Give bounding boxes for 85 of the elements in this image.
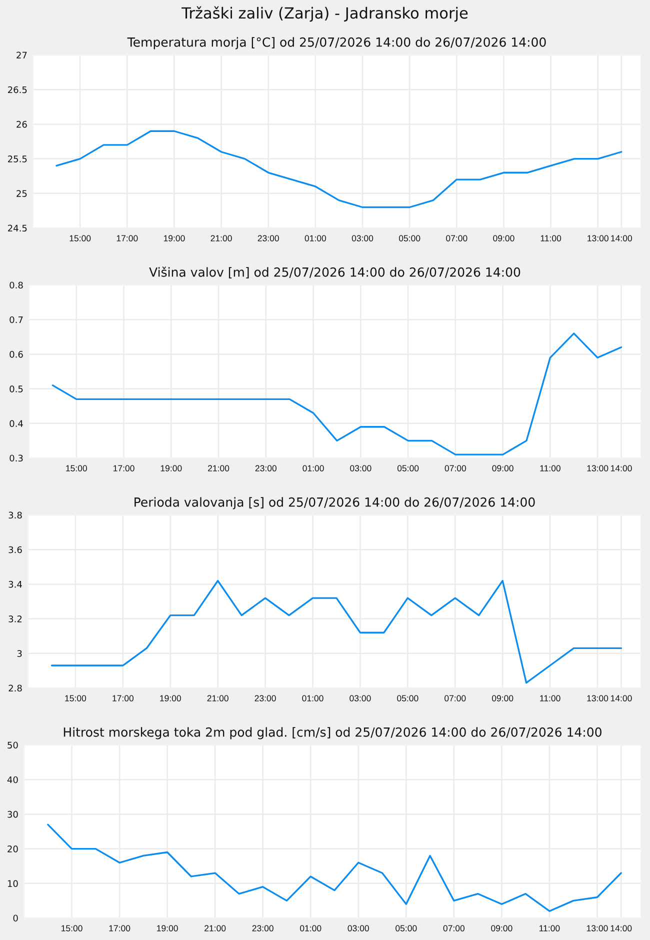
y-tick-label: 10: [8, 880, 18, 887]
x-tick-label: 11:00: [540, 695, 560, 702]
x-tick-label: 11:00: [539, 925, 560, 932]
x-tick-label: 13:00: [588, 235, 608, 242]
x-tick-label: 19:00: [160, 695, 181, 702]
y-tick-label: 3: [17, 650, 22, 657]
y-tick-label: 2.8: [8, 684, 22, 692]
x-tick-label: 07:00: [446, 235, 468, 242]
y-tick-label: 0: [13, 914, 18, 922]
y-tick-label: 3.4: [8, 580, 22, 588]
y-tick-label: 3.6: [8, 546, 22, 554]
x-tick-label: 09:00: [492, 465, 514, 472]
chart-title: Tržaški zaliv (Zarja) - Jadransko morje: [182, 6, 468, 22]
x-tick-label: 05:00: [396, 925, 417, 932]
y-tick-label: 20: [8, 846, 18, 852]
y-tick-label: 25.5: [8, 156, 27, 162]
x-tick-label: 07:00: [444, 695, 466, 702]
y-tick-label: 50: [8, 742, 18, 749]
chart-title: Hitrost morskega toka 2m pod glad. [cm/s] od 25/07/2026 14:00 do 26/07/2026 14:00: [64, 727, 602, 740]
y-tick-label: 27: [16, 52, 27, 58]
x-tick-label: 13:00: [587, 695, 608, 702]
x-tick-label: 23:00: [255, 465, 277, 472]
y-tick-label: 0.7: [10, 316, 23, 324]
x-tick-label: 17:00: [113, 465, 134, 472]
x-tick-label: 21:00: [207, 695, 228, 702]
y-tick-label: 0.8: [10, 282, 23, 289]
y-tick-label: 40: [7, 776, 18, 784]
x-tick-label: 11:00: [540, 235, 562, 242]
x-tick-label: 03:00: [350, 465, 372, 472]
chart-title: Višina valov [m] od 25/07/2026 14:00 do 26/07/2026 14:00: [149, 266, 520, 278]
y-tick-label: 0.4: [10, 420, 23, 427]
x-tick-label: 01:00: [300, 925, 322, 932]
x-tick-label: 14:00: [611, 235, 632, 242]
line-series: [56, 130, 622, 208]
x-tick-label: 21:00: [208, 465, 230, 472]
x-tick-label: 14:00: [610, 695, 632, 702]
y-tick-label: 3.2: [8, 616, 22, 622]
y-tick-label: 0.3: [10, 454, 23, 462]
x-tick-label: 21:00: [210, 235, 232, 242]
x-tick-label: 03:00: [352, 235, 374, 242]
x-tick-label: 19:00: [160, 465, 182, 472]
y-tick-label: 25: [16, 190, 27, 197]
x-tick-label: 01:00: [302, 695, 324, 702]
line-series: [52, 332, 622, 456]
y-tick-label: 30: [8, 810, 18, 818]
x-tick-label: 23:00: [258, 235, 279, 242]
x-tick-label: 03:00: [348, 925, 369, 932]
x-tick-label: 09:00: [491, 925, 512, 932]
x-tick-label: 09:00: [492, 695, 514, 702]
x-tick-label: 09:00: [493, 235, 514, 242]
y-tick-label: 0.5: [10, 386, 23, 392]
x-tick-label: 17:00: [116, 235, 138, 242]
x-tick-label: 23:00: [254, 695, 276, 702]
x-tick-label: 15:00: [70, 235, 91, 242]
x-tick-label: 14:00: [610, 925, 632, 932]
x-tick-label: 05:00: [398, 235, 420, 242]
x-tick-label: 05:00: [397, 695, 418, 702]
line-series: [50, 580, 622, 684]
x-tick-label: 01:00: [304, 235, 326, 242]
x-tick-label: 17:00: [112, 695, 134, 702]
x-tick-label: 15:00: [65, 695, 86, 702]
x-tick-label: 15:00: [66, 465, 87, 472]
x-tick-label: 13:00: [586, 925, 608, 932]
chart-title: Perioda valovanja [s] od 25/07/2026 14:00 do 26/07/2026 14:00: [134, 497, 535, 510]
x-tick-label: 23:00: [252, 925, 274, 932]
x-tick-label: 05:00: [397, 465, 419, 472]
y-tick-label: 26: [16, 120, 27, 128]
x-tick-label: 19:00: [164, 235, 185, 242]
chart-subtitle: Temperatura morja [°C] od 25/07/2026 14:00 do 26/07/2026 14:00: [127, 37, 546, 50]
x-tick-label: 19:00: [157, 925, 178, 932]
x-tick-label: 17:00: [109, 925, 130, 932]
y-tick-label: 26.5: [8, 86, 27, 94]
x-tick-label: 11:00: [540, 465, 560, 472]
x-tick-label: 14:00: [610, 465, 632, 472]
line-series: [47, 824, 622, 912]
y-tick-label: 0.6: [10, 350, 23, 358]
y-tick-label: 24.5: [8, 224, 27, 232]
x-tick-label: 03:00: [350, 695, 371, 702]
x-tick-label: 15:00: [61, 925, 82, 932]
x-tick-label: 07:00: [444, 465, 466, 472]
x-tick-label: 07:00: [443, 925, 465, 932]
y-tick-label: 3.8: [8, 512, 22, 519]
x-tick-label: 01:00: [302, 465, 324, 472]
x-tick-label: 21:00: [204, 925, 226, 932]
x-tick-label: 13:00: [587, 465, 608, 472]
